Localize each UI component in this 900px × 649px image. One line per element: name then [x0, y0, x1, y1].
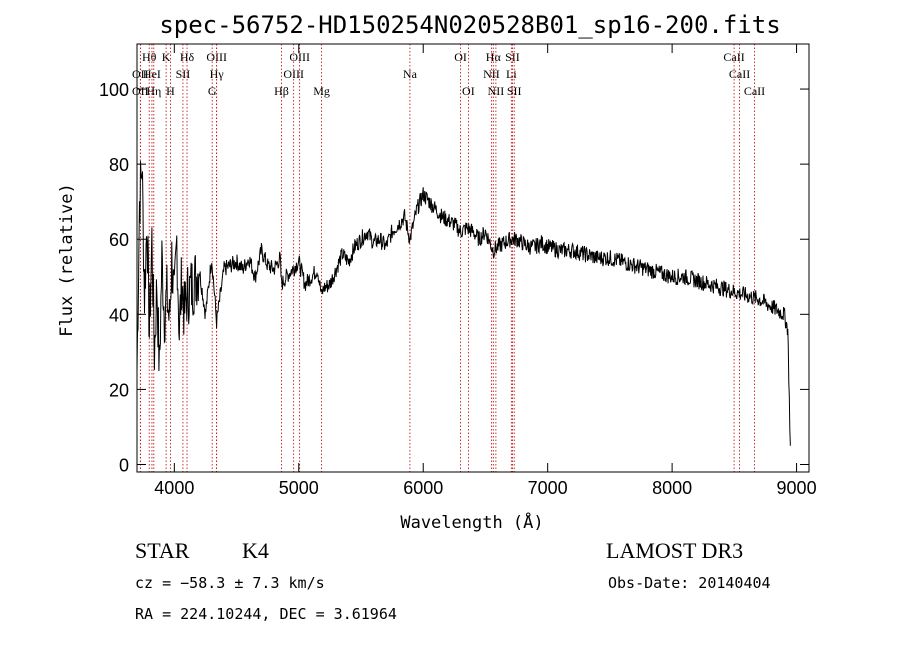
line-label-7: SII — [176, 67, 191, 81]
line-label-17: OI — [454, 50, 467, 64]
axis-ticks: 4000 5000 6000 7000 8000 9000 0 20 40 60 80 100 — [99, 44, 817, 498]
y-tick-label-5: 100 — [99, 80, 129, 100]
line-label-25: CaII — [723, 50, 744, 64]
y-tick-label-4: 80 — [109, 155, 129, 175]
line-label-2: Hθ — [142, 50, 157, 64]
x-tick-label-4: 8000 — [652, 478, 692, 498]
y-tick-label-2: 40 — [109, 305, 129, 325]
line-label-27: CaII — [744, 84, 765, 98]
line-label-15: Mg — [313, 84, 330, 98]
line-label-3: HeI — [143, 67, 161, 81]
redshift-velocity: cz = −58.3 ± 7.3 km/s — [135, 574, 325, 592]
line-label-21: NII — [488, 84, 505, 98]
observation-date: Obs-Date: 20140404 — [608, 574, 771, 592]
line-label-10: Hγ — [210, 67, 225, 81]
x-tick-label-3: 7000 — [528, 478, 568, 498]
line-label-14: OIII — [283, 67, 304, 81]
spectral-subclass: K4 — [242, 538, 269, 563]
chart-title: spec-56752-HD150254N020528B01_sp16-200.f… — [159, 11, 780, 39]
line-label-19: Hα — [486, 50, 502, 64]
y-tick-label-0: 0 — [119, 455, 129, 475]
line-label-24: SII — [507, 84, 522, 98]
object-class: STAR — [135, 538, 190, 563]
coordinates: RA = 224.10244, DEC = 3.61964 — [135, 605, 397, 623]
line-label-0: OII — [132, 67, 149, 81]
survey-name: LAMOST DR3 — [606, 538, 743, 563]
line-label-8: Hδ — [180, 50, 195, 64]
line-label-16: Na — [403, 67, 418, 81]
line-label-12: Hβ — [274, 84, 289, 98]
line-label-1: OII — [132, 84, 149, 98]
line-label-22: SII — [505, 50, 520, 64]
line-label-11: G — [208, 84, 217, 98]
line-label-13: OIII — [289, 50, 310, 64]
line-label-4: Hη — [146, 84, 161, 98]
line-label-6: H — [166, 84, 175, 98]
y-axis-label: Flux (relative) — [57, 183, 77, 337]
y-tick-label-1: 20 — [109, 380, 129, 400]
y-tick-label-3: 60 — [109, 230, 129, 250]
line-label-18: OI — [462, 84, 475, 98]
x-axis-label: Wavelength (Å) — [400, 511, 543, 533]
series-line-spectrum — [136, 161, 791, 446]
line-label-26: CaII — [729, 67, 750, 81]
line-label-9: OIII — [206, 50, 227, 64]
line-label-5: K — [162, 50, 171, 64]
line-label-23: Li — [506, 67, 517, 81]
x-tick-label-1: 5000 — [279, 478, 319, 498]
x-tick-label-2: 6000 — [403, 478, 443, 498]
line-label-20: NII — [483, 67, 500, 81]
x-tick-label-5: 9000 — [777, 478, 817, 498]
plot-frame — [136, 43, 810, 473]
x-tick-label-0: 4000 — [154, 478, 194, 498]
